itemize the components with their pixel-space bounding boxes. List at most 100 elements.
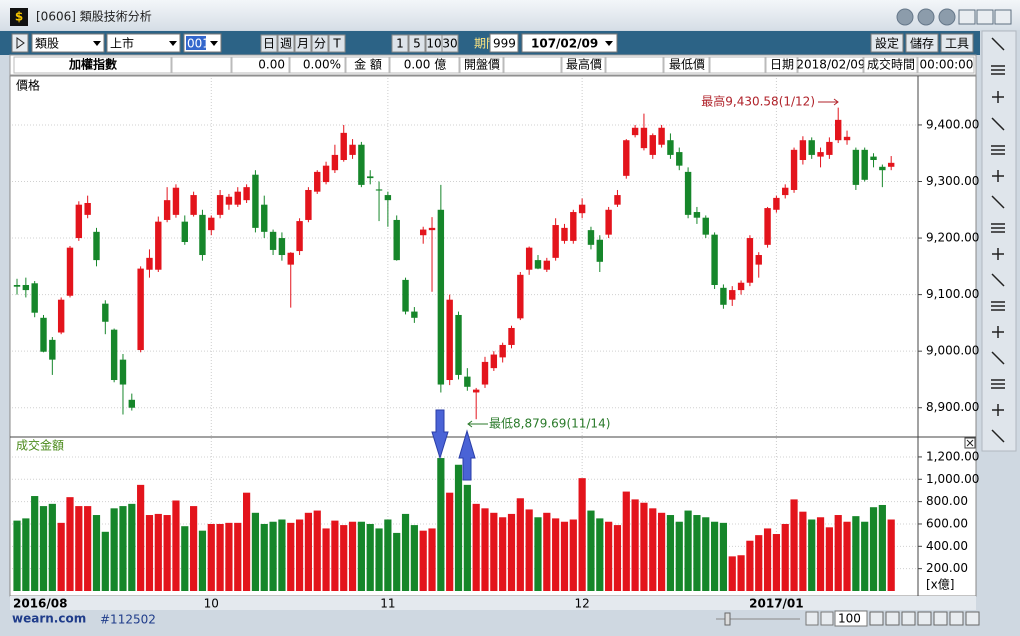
toolbar-button-text: 5 [413, 37, 421, 51]
candle-body [499, 344, 506, 358]
volume-bar [57, 522, 65, 591]
title-button[interactable] [938, 8, 956, 26]
title-button[interactable] [917, 8, 935, 26]
quote-text: 金 額 [354, 57, 382, 72]
candle-body [322, 165, 330, 183]
volume-bar [852, 516, 860, 591]
zoom-out[interactable] [805, 611, 819, 626]
toolbar-button[interactable] [408, 34, 426, 53]
volume-bar [242, 492, 251, 591]
market-select[interactable] [106, 33, 181, 53]
zoom-thumb[interactable] [724, 612, 731, 626]
volume-bar [490, 512, 498, 591]
annotation-arrow [818, 98, 839, 106]
toolbar-button[interactable] [294, 34, 312, 53]
annotation: 最低8,879.69(11/14) [489, 417, 610, 431]
volume-bar [605, 521, 613, 591]
zoom-value: 100 [838, 612, 861, 626]
title-bar [0, 0, 1020, 30]
app-icon-glyph: $ [15, 10, 23, 24]
toolbar-button[interactable] [277, 34, 295, 53]
window-control[interactable] [994, 9, 1012, 25]
zoom-in[interactable] [820, 611, 834, 626]
dropdown-arrow [605, 41, 613, 46]
volume-bar [560, 521, 569, 591]
candle-body [667, 140, 674, 155]
candle-body [155, 221, 162, 270]
y-tick-label: 9,200.00 [926, 231, 979, 245]
candle-body [808, 140, 815, 155]
toolbar-button[interactable] [260, 34, 278, 53]
nav-button[interactable] [901, 611, 916, 626]
toolbar-button[interactable] [311, 34, 329, 53]
site-name: wearn.com [12, 612, 86, 626]
quote-text: 最低價 [669, 58, 705, 72]
y-tick-label: 9,000.00 [926, 344, 979, 358]
volume-bar [737, 555, 745, 591]
candle-body [517, 274, 524, 319]
quote-cell [765, 56, 798, 74]
candle-body [570, 212, 577, 241]
action-button[interactable] [870, 33, 904, 53]
candle-body [755, 255, 762, 265]
group-select[interactable] [31, 33, 105, 53]
volume-bar [622, 491, 630, 591]
toolbar-button[interactable] [328, 34, 346, 53]
volume-bar [75, 506, 83, 591]
window-control[interactable] [958, 9, 976, 25]
action-button[interactable] [905, 33, 939, 53]
quote-cell [289, 56, 346, 74]
volume-bar [190, 506, 198, 591]
nav-button[interactable] [885, 611, 900, 626]
site-id: #112502 [100, 613, 156, 627]
candle-body [22, 284, 30, 291]
span-input[interactable] [489, 33, 519, 53]
candle-body [578, 204, 586, 214]
nav-button[interactable] [933, 611, 948, 626]
candle-body [649, 135, 656, 155]
volume-bar [878, 504, 886, 591]
candle-body [225, 196, 233, 205]
volume-bar [808, 519, 816, 591]
volume-bar [825, 527, 833, 591]
play-button[interactable] [11, 33, 29, 53]
zoom-input[interactable] [834, 610, 868, 627]
tool-icon [991, 273, 1005, 287]
date-select[interactable] [521, 33, 618, 53]
candle-body [252, 174, 259, 228]
nav-button[interactable] [869, 611, 884, 626]
candle-body [146, 257, 153, 270]
action-button[interactable] [940, 33, 974, 53]
candle-body [269, 231, 277, 250]
y-tick-label: 8,900.00 [926, 400, 979, 414]
window-control[interactable] [976, 9, 994, 25]
candle-body [384, 195, 392, 201]
candle-body [137, 268, 144, 351]
y-tick-label: 9,300.00 [926, 174, 979, 188]
volume-bar [587, 510, 595, 591]
nav-button[interactable] [965, 611, 980, 626]
quote-text: 最高價 [566, 57, 602, 72]
candle-body [835, 119, 842, 141]
volume-bar [675, 521, 683, 591]
quote-cell [605, 56, 664, 74]
volume-bar [181, 526, 189, 591]
volume-bar [834, 515, 842, 591]
volume-bar [357, 521, 365, 591]
tool-icon [991, 37, 1005, 51]
volume-bar [481, 508, 489, 591]
volume-bar [763, 528, 772, 591]
toolbar-button[interactable] [441, 34, 459, 53]
volume-bar [843, 521, 851, 591]
toolbar-button[interactable] [391, 34, 409, 53]
nav-button[interactable] [917, 611, 932, 626]
x-tick-label: 2017/01 [749, 597, 803, 611]
candle-body [799, 140, 807, 161]
volume-bar [313, 510, 321, 591]
nav-button[interactable] [949, 611, 964, 626]
candle-body [684, 171, 692, 215]
candle-body [534, 260, 542, 269]
title-button[interactable] [896, 8, 914, 26]
volume-bar [799, 511, 807, 591]
